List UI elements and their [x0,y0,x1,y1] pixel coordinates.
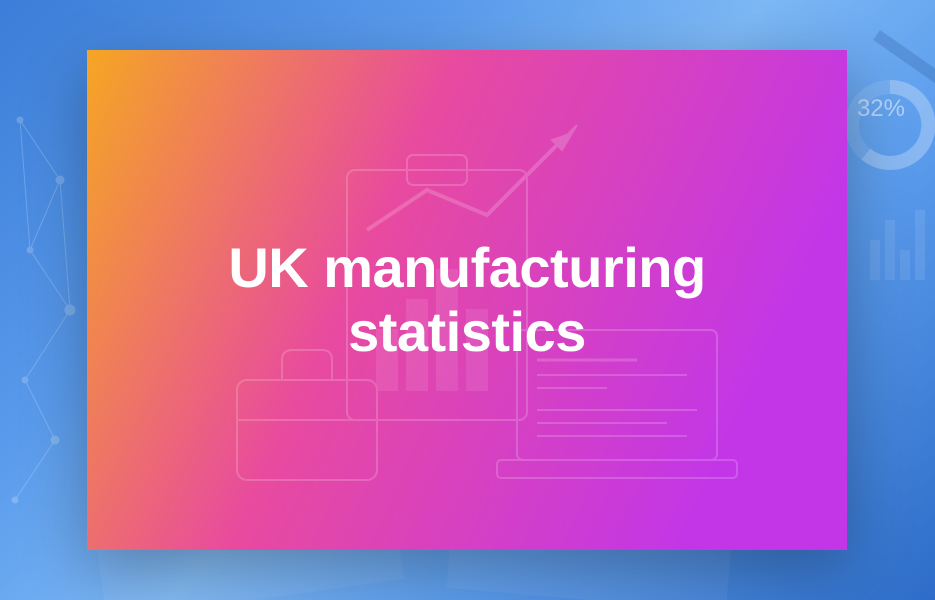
title-card: UK manufacturing statistics [87,50,847,550]
background-percent-label: 32% [857,95,905,123]
card-title: UK manufacturing statistics [228,236,705,365]
title-line-2: statistics [348,300,586,363]
title-line-1: UK manufacturing [228,236,705,299]
